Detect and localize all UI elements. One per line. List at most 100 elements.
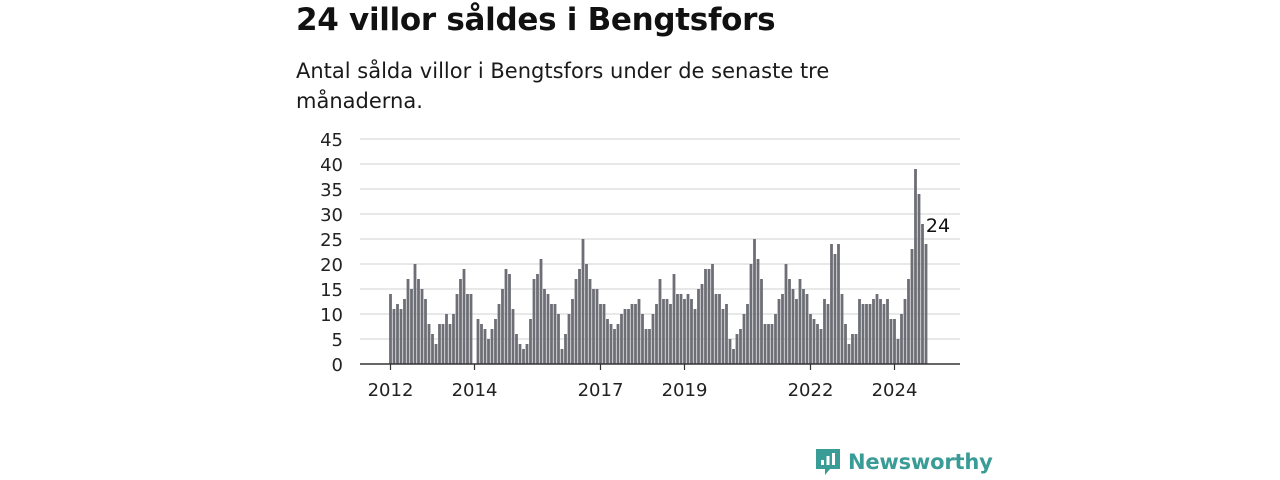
bar [735,334,739,364]
bar [746,304,749,364]
bar [543,289,546,364]
bar [823,299,826,364]
x-axis-labels: 2012 2014 2017 2019 2022 2024 [368,380,918,401]
chart-subtitle: Antal sålda villor i Bengtsfors under de… [296,59,830,113]
bar [651,314,655,364]
bar [777,299,781,364]
highlight-value-label: 24 [926,215,950,237]
bar [742,314,746,364]
x-axis-ticks [389,364,896,370]
bar [707,269,711,364]
bar [917,194,921,364]
bar [637,299,641,364]
bar [445,314,448,364]
bar [669,304,672,364]
bar [560,349,564,364]
bar [648,329,651,364]
bar [490,329,494,364]
bar [417,279,420,364]
bar [644,329,648,364]
bar [749,264,753,364]
x-tick-label: 2012 [368,380,414,401]
bar [802,289,805,364]
bar [508,274,511,364]
bar-series [389,169,928,364]
bar [588,279,592,364]
bar [851,334,854,364]
bar [609,324,613,364]
bar [665,299,669,364]
bar [595,289,599,364]
bar [396,304,399,364]
bar [819,329,823,364]
bar [886,299,889,364]
bar [697,289,700,364]
bar [788,279,791,364]
bar [676,294,679,364]
x-tick-label: 2024 [872,380,918,401]
bar [476,319,480,364]
bar [630,304,634,364]
bar [784,264,788,364]
bar [539,259,543,364]
bar [525,344,529,364]
newsworthy-brand[interactable]: Newsworthy [814,447,993,477]
bar [921,224,924,364]
y-tick-label: 40 [320,155,343,176]
bar [462,269,466,364]
bar [532,279,536,364]
bar [501,289,504,364]
bar [700,284,704,364]
bar [826,304,830,364]
bar [854,334,858,364]
bar [725,304,728,364]
bar [469,294,473,364]
bar [721,309,725,364]
bar [798,279,802,364]
bar [809,314,812,364]
bar [914,169,917,364]
bar [536,274,539,364]
bar [578,269,581,364]
bar [693,309,697,364]
bar [389,294,392,364]
bar [623,309,627,364]
bar [714,294,718,364]
bar [522,349,525,364]
bar [781,294,784,364]
bar [424,299,427,364]
bar [830,244,833,364]
chart-title: 24 villor såldes i Bengtsfors [296,2,776,38]
bar [567,314,571,364]
bar [441,324,445,364]
bar [767,324,770,364]
bar [620,314,623,364]
bar [879,299,882,364]
bar [448,324,452,364]
bar [392,309,396,364]
bar [564,334,567,364]
bar [900,314,903,364]
bar [504,269,508,364]
bar [571,299,574,364]
bar [686,294,690,364]
bar [406,279,410,364]
bar [515,334,518,364]
bar [466,294,469,364]
bar [455,294,459,364]
bar [431,334,434,364]
bar [872,299,875,364]
bar [844,324,847,364]
bar [847,344,851,364]
bar [553,304,557,364]
bar [753,239,756,364]
bar [812,319,816,364]
bar [760,279,763,364]
bar [690,299,693,364]
bar [518,344,522,364]
bar [840,294,844,364]
bar [837,244,840,364]
bar [795,299,798,364]
bar [868,304,872,364]
x-tick-label: 2014 [452,380,498,401]
